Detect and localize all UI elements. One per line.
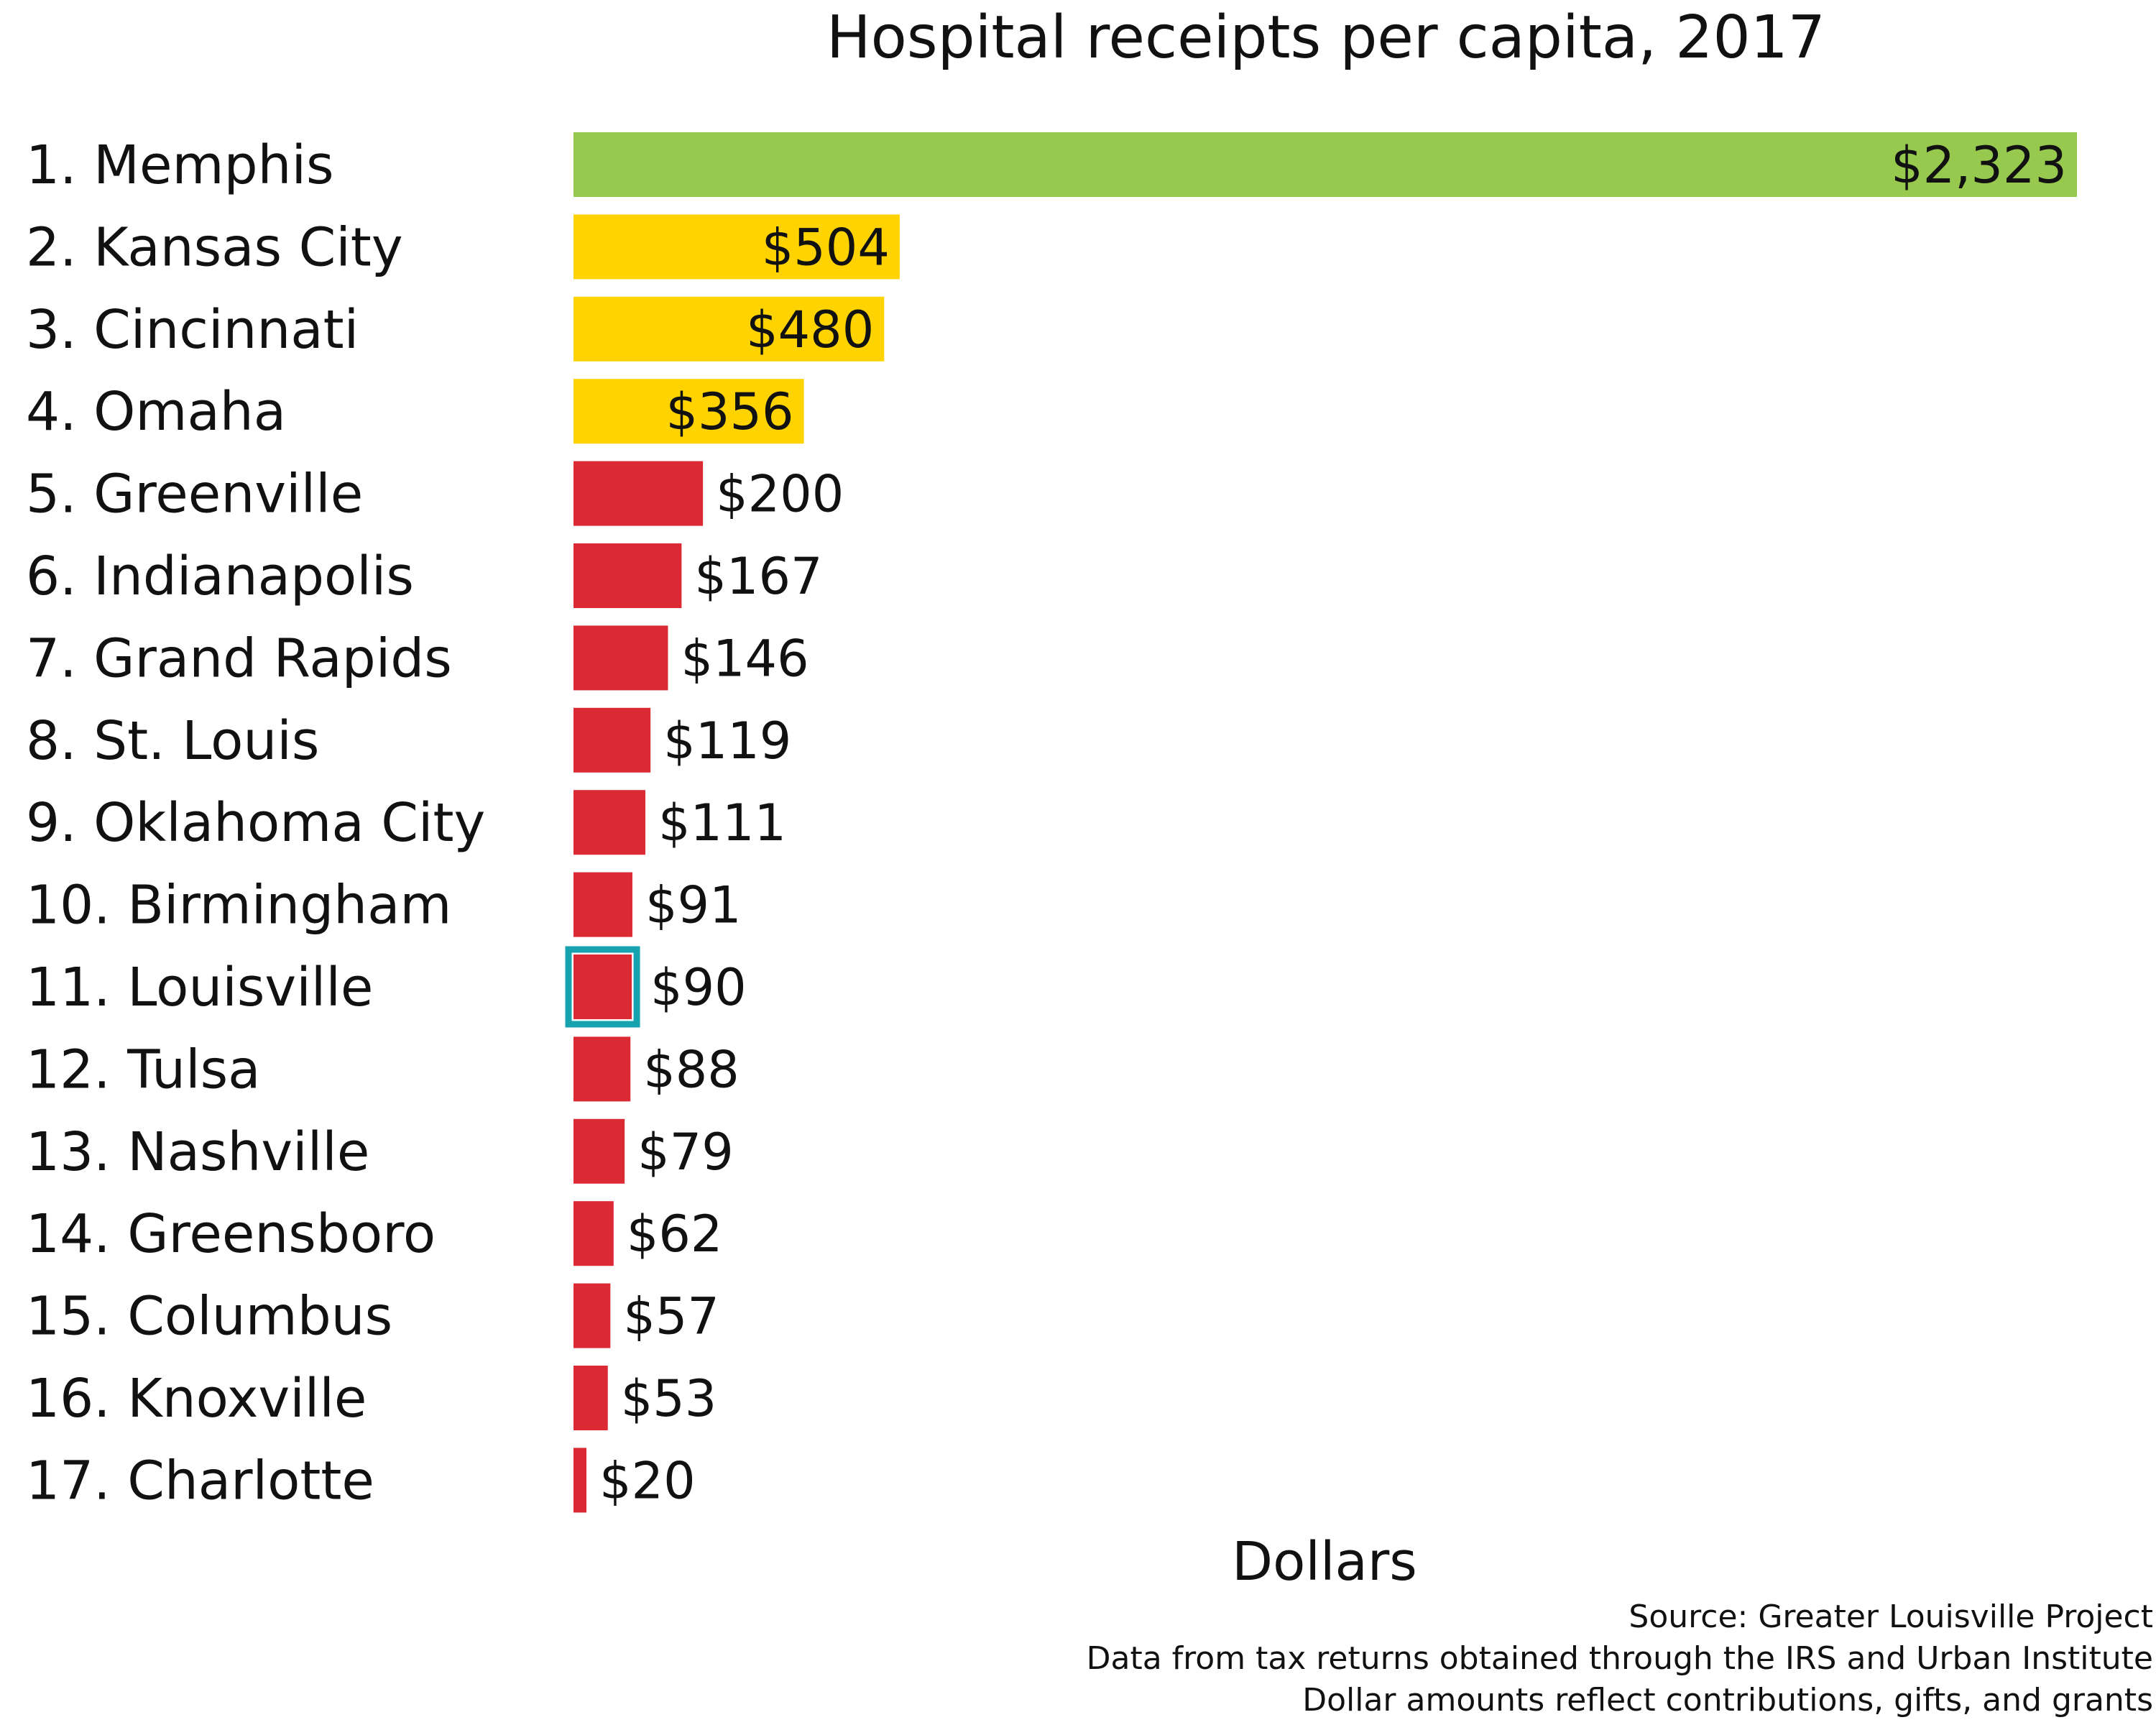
footnote-line: Source: Greater Louisville Project [1628,1598,2153,1635]
notes-layer: Source: Greater Louisville Project Data f… [1087,1598,2153,1719]
bar [573,1201,614,1266]
bar [573,625,668,691]
bar-value-label: $2,323 [1891,136,2067,195]
bar-value-label: $167 [694,547,822,606]
bar [573,872,632,937]
highlight-outline [565,946,640,1028]
category-label: 9. Oklahoma City [26,792,485,854]
category-label: 12. Tulsa [26,1039,261,1100]
bar [573,790,645,855]
category-label: 10. Birmingham [26,875,452,937]
bar-value-label: $62 [627,1205,723,1264]
category-label: 1. Memphis [26,134,334,196]
bar-value-label: $53 [621,1369,717,1428]
category-label: 5. Greenville [26,464,363,525]
chart-title: Hospital receipts per capita, 2017 [826,4,1825,72]
category-label: 8. St. Louis [26,710,319,772]
bar [573,214,900,280]
bar [573,543,682,608]
bar [573,379,804,444]
category-label: 17. Charlotte [26,1450,374,1512]
bar-value-label: $119 [663,712,791,770]
bar-value-label: $480 [746,300,874,359]
category-label: 15. Columbus [26,1286,392,1348]
bar [573,132,2077,197]
bar-value-label: $91 [645,876,742,935]
bar [573,1036,631,1102]
bar [573,1118,625,1184]
bar-value-label: $504 [762,218,890,277]
bar [573,707,651,773]
bar [573,461,704,526]
category-label: 16. Knoxville [26,1368,367,1430]
bar-value-label: $57 [623,1287,719,1346]
footnote-line: Dollar amounts reflect contributions, gi… [1302,1682,2153,1719]
bar [573,1366,608,1430]
labels-layer: 1. Memphis $2,323 2. Kansas City $504 3. Cin… [26,134,2067,1512]
bar-value-label: $356 [665,382,793,441]
bar [573,954,632,1019]
footnote-line: Data from tax returns obtained through t… [1087,1640,2153,1677]
category-label: 13. Nashville [26,1121,369,1183]
x-axis-label: Dollars [1232,1531,1417,1593]
category-label: 7. Grand Rapids [26,627,452,689]
category-label: 6. Indianapolis [26,546,414,607]
category-label: 3. Cincinnati [26,299,359,361]
bar [573,296,885,362]
bar-value-label: $200 [716,465,844,524]
bar-value-label: $111 [658,794,786,852]
bar-value-label: $20 [599,1451,696,1510]
bar-value-label: $79 [637,1123,734,1182]
bar-value-label: $146 [681,629,808,688]
bar-value-label: $90 [650,958,747,1017]
category-label: 2. Kansas City [26,216,403,278]
category-label: 11. Louisville [26,957,373,1018]
category-label: 4. Omaha [26,381,286,443]
bar [573,1283,611,1348]
bar-value-label: $88 [643,1040,740,1099]
bar [573,1448,587,1513]
category-label: 14. Greensboro [26,1203,436,1265]
bars-layer [565,132,2077,1513]
